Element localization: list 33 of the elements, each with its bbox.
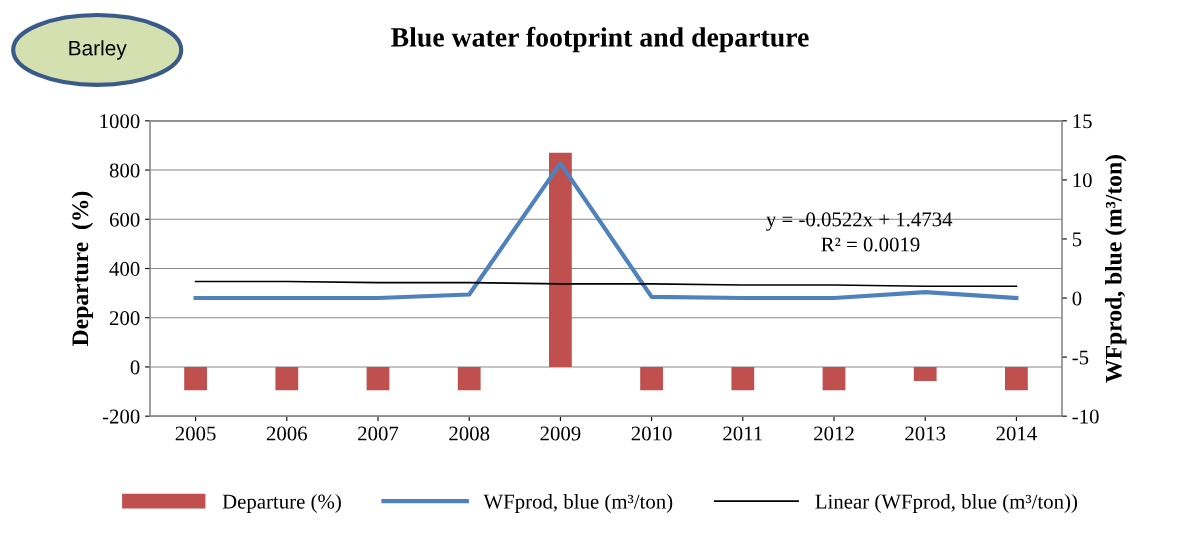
legend-label: WFprod, blue (m³/ton) — [483, 493, 673, 513]
x-tick-label: 2013 — [905, 426, 946, 441]
y-tick-label: 800 — [109, 163, 140, 178]
y-axis-title: Departure (%) — [71, 191, 94, 346]
y-tick-label: 200 — [109, 311, 140, 326]
x-tick-label: 2010 — [631, 426, 672, 441]
y2-tick-label: 0 — [1072, 291, 1082, 306]
x-tick-label: 2006 — [266, 426, 308, 441]
y2-tick-label: 10 — [1073, 173, 1092, 188]
x-tick-label: 2005 — [175, 426, 216, 441]
annotation: y = -0.0522x + 1.4734 — [766, 212, 953, 231]
legend-label: Linear (WFprod, blue (m³/ton)) — [815, 493, 1077, 513]
legend-label: Departure (%) — [222, 493, 341, 513]
y-tick-label: -200 — [102, 409, 140, 424]
x-tick-label: 2009 — [540, 426, 581, 441]
y2-tick-label: -5 — [1072, 350, 1089, 365]
text: Barley — [69, 40, 127, 60]
x-tick-label: 2007 — [358, 426, 399, 441]
y2-tick-label: 15 — [1073, 114, 1092, 129]
x-tick-label: 2012 — [814, 426, 854, 441]
y-tick-label: 1000 — [100, 114, 140, 129]
x-tick-label: 2014 — [996, 426, 1037, 441]
annotation: R² = 0.0019 — [821, 237, 920, 252]
y2-tick-label: -10 — [1072, 409, 1099, 424]
x-tick-label: 2011 — [723, 426, 762, 441]
line-series — [193, 161, 1019, 301]
y2-axis-title: WFprod, blue (m³/ton) — [1105, 155, 1127, 383]
x-tick-label: 2008 — [449, 426, 490, 441]
chart-title: Blue water footprint and departure — [391, 26, 809, 53]
y-tick-label: 600 — [109, 212, 140, 227]
y-tick-label: 0 — [130, 360, 140, 375]
y-tick-label: 400 — [109, 261, 140, 276]
y2-tick-label: 5 — [1072, 232, 1082, 247]
